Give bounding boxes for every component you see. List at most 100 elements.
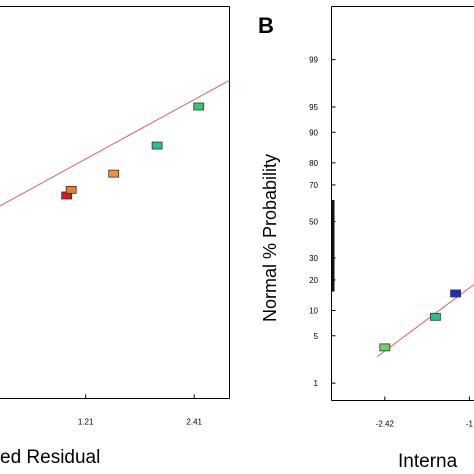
panel-b-overlap-mark (331, 229, 335, 232)
panel-b-overlap-mark (331, 205, 335, 208)
panel-b-overlap-mark (331, 200, 335, 203)
panel-b-overlap-mark (331, 261, 335, 264)
panel-b-overlap-mark (331, 270, 335, 273)
panel-b-overlap-mark (331, 203, 335, 206)
panel-b-overlap-mark (331, 251, 335, 254)
panel-b-overlap-mark (331, 244, 335, 247)
panel-b-overlap-mark (331, 285, 335, 288)
panel-b-overlap-mark (331, 211, 335, 214)
panel-b-overlap-mark (331, 221, 335, 224)
panel-a-x-ticks: 1.21 2.41 (78, 394, 203, 427)
panel-b-overlap-mark (331, 227, 335, 230)
panel-b-overlap-mark (331, 240, 335, 243)
panel-b-overlap-mark (331, 218, 335, 221)
panel-a-x-tick-label: 1.21 (78, 418, 94, 427)
panel-b-overlap-mark (331, 276, 335, 279)
panel-b-overlap-mark (331, 281, 335, 284)
panel-b-overlap-mark (331, 239, 335, 242)
panel-b-overlap-mark (331, 224, 335, 227)
panel-b-y-tick-label: 5 (314, 332, 319, 341)
panel-b-overlap-mark (331, 216, 335, 219)
panel-b-overlap-mark (331, 258, 335, 261)
panel-b-y-ticks: 1 5 10 20 30 50 70 80 90 95 99 (309, 56, 336, 388)
panel-b-y-tick-label: 10 (309, 307, 318, 316)
panel-b-overlap-mark (331, 242, 335, 245)
panel-b-overlap-mark (331, 212, 335, 215)
panel-b-y-tick-label: 99 (309, 56, 318, 65)
panel-b-overlap-mark (331, 267, 335, 270)
panel-b-y-tick-label: 80 (309, 159, 318, 168)
panel-b-overlap-mark (331, 207, 335, 210)
panel-b-overlap-mark (331, 214, 335, 217)
panel-b-overlap-mark (331, 234, 335, 237)
panel-b-overlap-mark (331, 219, 335, 222)
panel-a-data-point (151, 141, 163, 150)
panel-b-overlap-mark (331, 201, 335, 204)
panel-b-overlap-mark (331, 289, 335, 292)
panel-a-data-point (65, 185, 77, 194)
panel-b-overlap-mark (331, 275, 335, 278)
panel-b-x-axis-label: Interna (398, 451, 458, 472)
panel-b-overlapping-points (331, 200, 335, 292)
panel-b-overlap-mark (331, 255, 335, 258)
panel-b-overlap-mark (331, 208, 335, 211)
panel-b-points (379, 289, 462, 352)
panel-b-overlap-mark (331, 254, 335, 257)
panel-b-data-point (429, 312, 441, 321)
panel-a-x-axis-label: ed Residual (0, 447, 100, 468)
panel-b-data-point (450, 289, 462, 298)
panel-b-overlap-mark (331, 252, 335, 255)
panel-b-overlap-mark (331, 287, 335, 290)
panel-b-overlap-mark (331, 217, 335, 220)
panel-b-overlap-mark (331, 264, 335, 267)
panel-b-overlap-mark (331, 262, 335, 265)
panel-b-overlap-mark (331, 246, 335, 249)
panel-b-y-tick-label: 1 (314, 379, 319, 388)
panel-b-y-tick-label: 50 (309, 217, 318, 226)
panel-b-overlap-mark (331, 283, 335, 286)
panel-b-overlap-mark (331, 248, 335, 251)
panel-b-overlap-mark (331, 273, 335, 276)
panel-a-fit-line (0, 79, 230, 207)
panel-b-overlap-mark (331, 237, 335, 240)
panel-b-x-tick-label: -1 (466, 420, 474, 429)
panel-b-y-tick-label: 20 (309, 276, 318, 285)
panel-b-overlap-mark (331, 233, 335, 236)
panel-b-y-tick-label: 70 (309, 181, 318, 190)
panel-b-overlap-mark (331, 232, 335, 235)
panel-b-y-tick-label: 95 (309, 103, 318, 112)
panel-b-overlap-mark (331, 268, 335, 271)
panel-a-data-point (193, 102, 205, 111)
panel-b-overlap-mark (331, 247, 335, 250)
panel-b-overlap-mark (331, 250, 335, 253)
panel-b-x-ticks: -2.42 -1 (376, 396, 474, 429)
panel-b-y-tick-label: 30 (309, 254, 318, 263)
panel-b-overlap-mark (331, 230, 335, 233)
panel-b-letter: B (258, 13, 274, 38)
panel-b-overlap-mark (331, 228, 335, 231)
panel-b-overlap-mark (331, 238, 335, 241)
panel-b-y-axis-label: Normal % Probability (260, 154, 280, 322)
panel-b-overlap-mark (331, 202, 335, 205)
panel-a-points (61, 102, 205, 200)
panel-b-overlap-mark (331, 280, 335, 283)
panel-a-data-point (108, 169, 120, 178)
panel-b-overlap-mark (331, 210, 335, 213)
panel-b-overlap-mark (331, 271, 335, 274)
panel-b-overlap-mark (331, 259, 335, 262)
panel-a: 1.21 2.41 ed Residual (0, 6, 230, 468)
panel-b-overlap-mark (331, 235, 335, 238)
panel-b: B 1 5 10 20 30 50 70 80 90 95 99 -2.42 -1 Normal % … (258, 6, 474, 472)
panel-b-data-point (379, 343, 391, 352)
panel-a-x-tick-label: 2.41 (186, 418, 202, 427)
panel-b-overlap-mark (331, 223, 335, 226)
panel-b-overlap-mark (331, 222, 335, 225)
panel-b-x-tick-label: -2.42 (376, 420, 395, 429)
panel-b-overlap-mark (331, 265, 335, 268)
panel-b-overlap-mark (331, 206, 335, 209)
panel-b-overlap-mark (331, 213, 335, 216)
panel-b-y-tick-label: 90 (309, 128, 318, 137)
panel-b-overlap-mark (331, 225, 335, 228)
panel-b-overlap-mark (331, 243, 335, 246)
